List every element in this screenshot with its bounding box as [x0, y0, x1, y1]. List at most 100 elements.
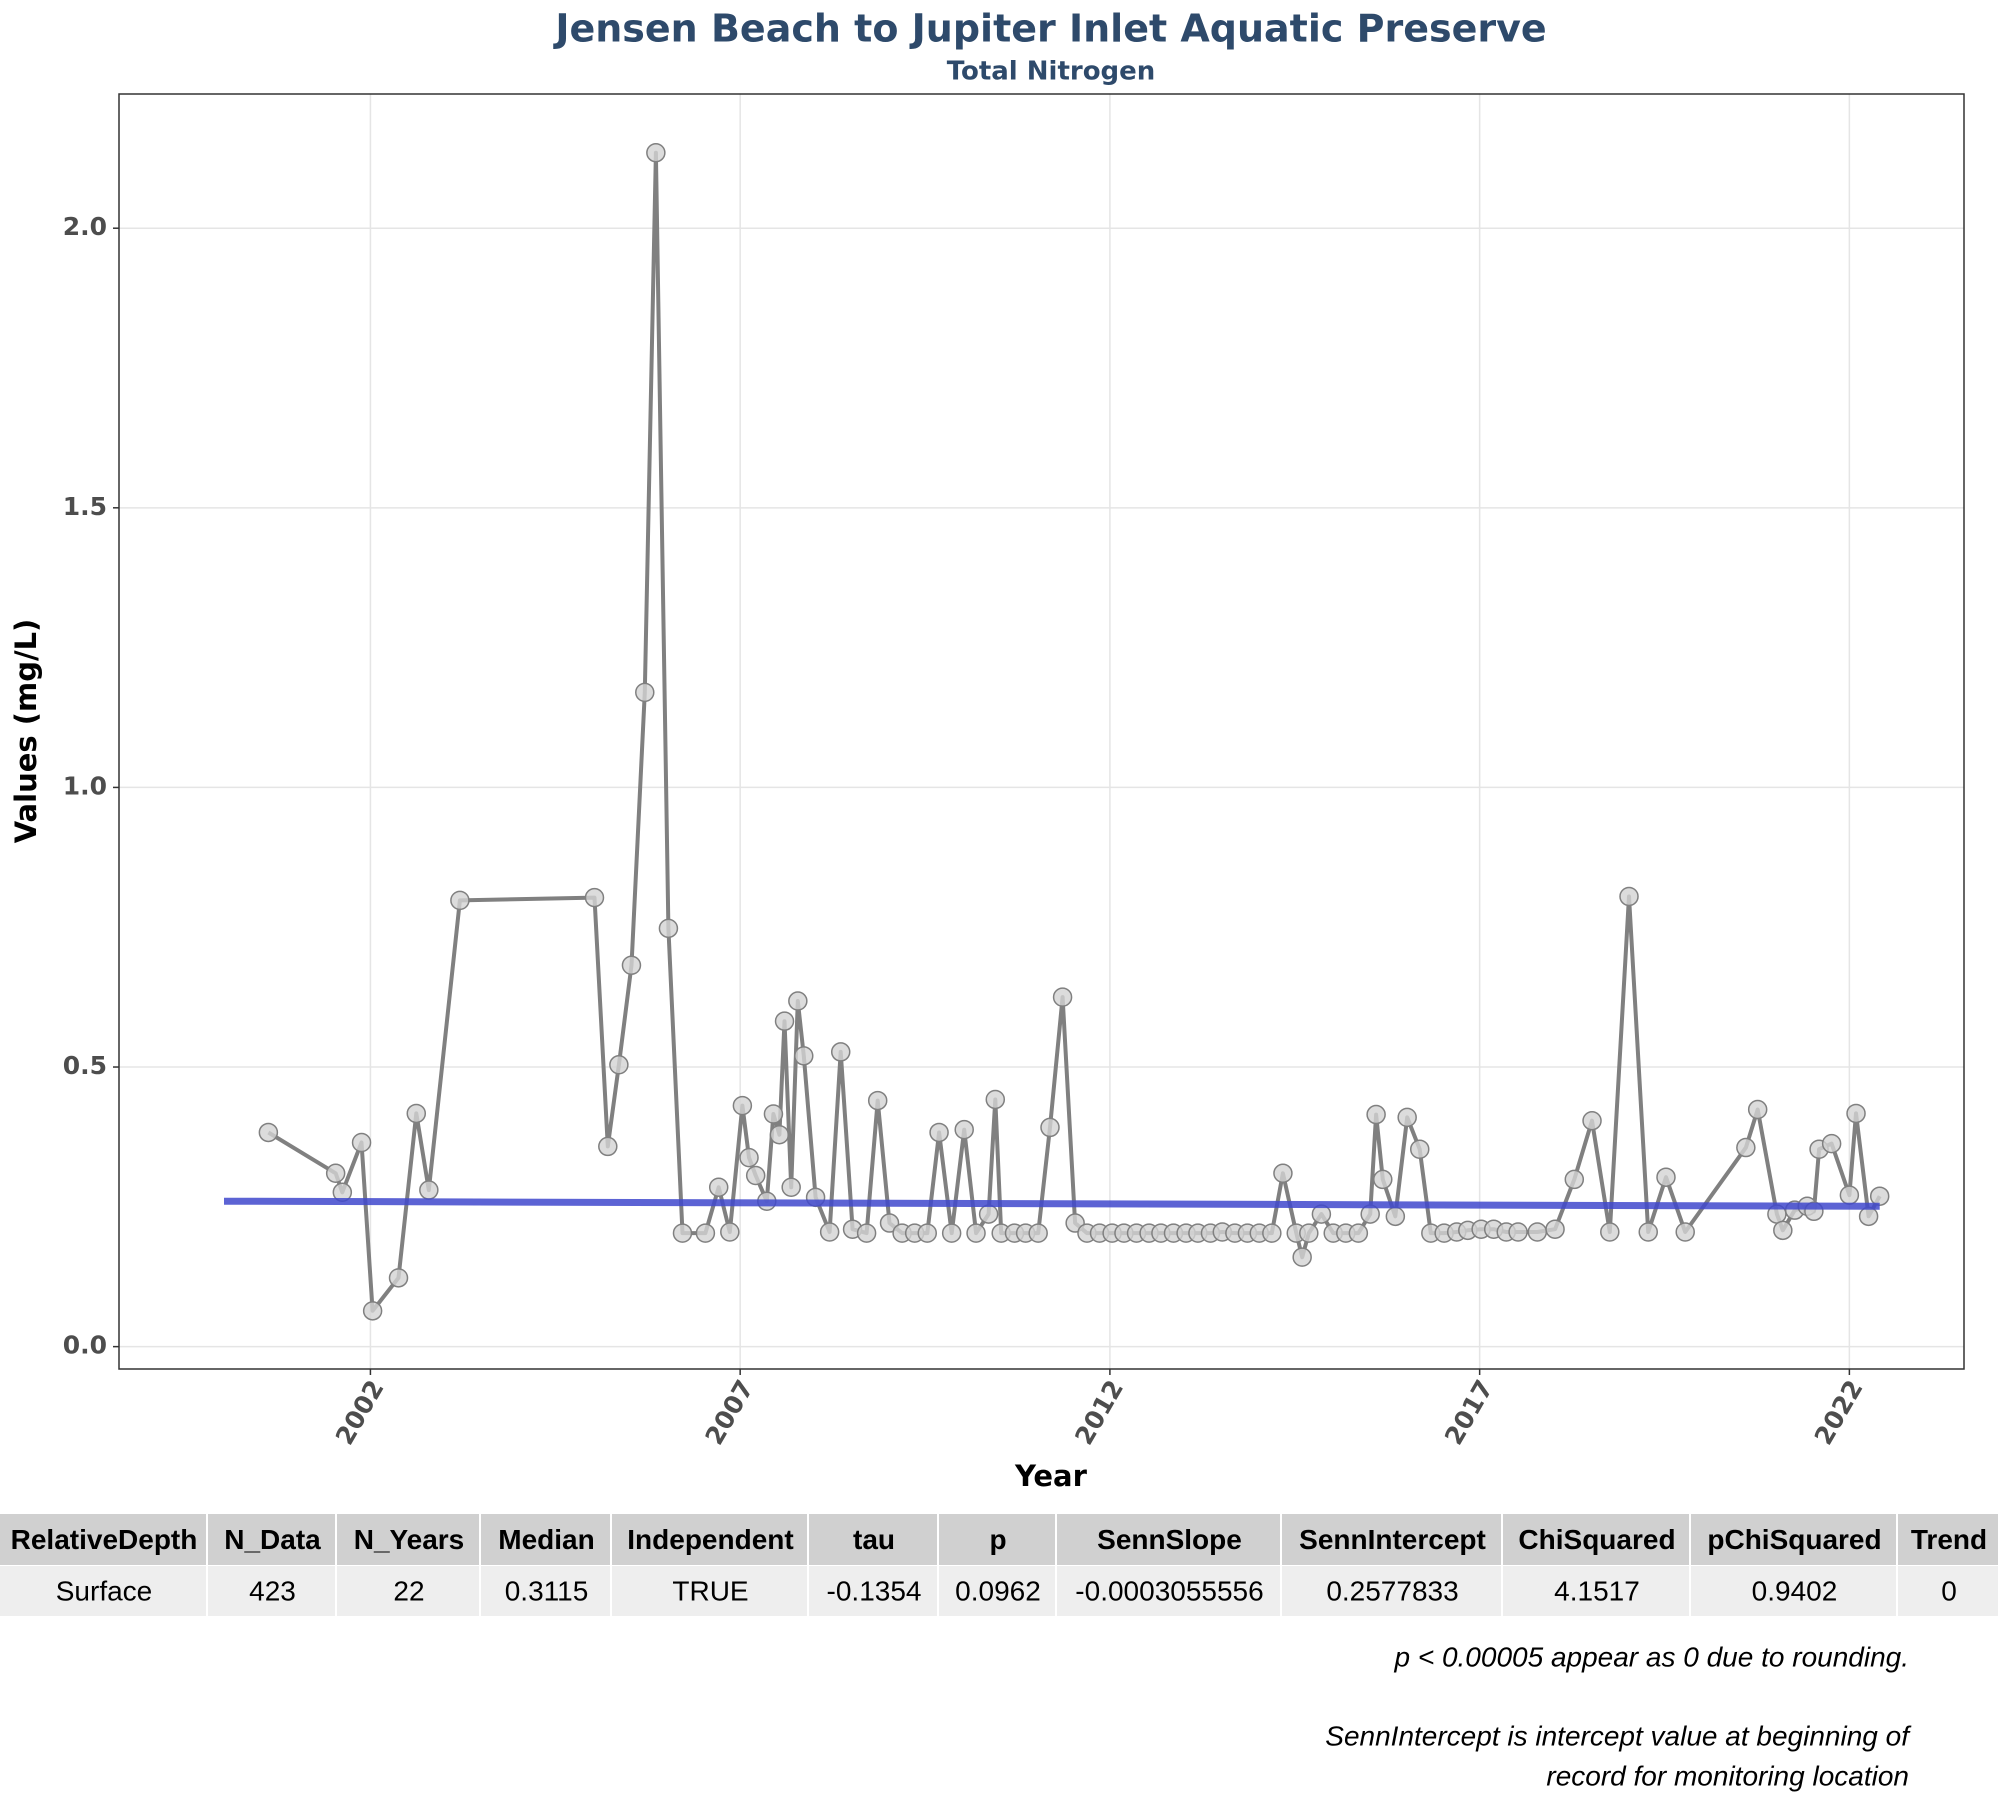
data-point	[1582, 1110, 1602, 1131]
data-point	[985, 1089, 1006, 1110]
data-point	[672, 1223, 693, 1243]
footnote: p < 0.00005 appear as 0 due to rounding.	[1393, 1641, 1909, 1672]
footnote: record for monitoring location	[1546, 1760, 1909, 1791]
data-point	[695, 1223, 716, 1243]
data-point	[1839, 1185, 1860, 1205]
data-point	[621, 955, 642, 975]
data-point	[745, 1165, 766, 1186]
table-cell	[939, 1566, 1055, 1616]
chart-subtitle: Total Nitrogen	[947, 57, 1156, 87]
table-header: tau	[853, 1524, 895, 1555]
table-header: N_Data	[224, 1524, 321, 1555]
table-cell	[809, 1566, 937, 1616]
table-value: -0.1354	[827, 1575, 922, 1606]
data-point	[362, 1301, 383, 1321]
table-header-cell	[337, 1514, 479, 1565]
table-value: 0.2577833	[1326, 1575, 1458, 1606]
table-cell	[1691, 1566, 1896, 1616]
y-tick-label: 1.5	[63, 492, 107, 521]
data-point	[720, 1222, 740, 1242]
data-point	[1366, 1104, 1386, 1125]
table-header: SennSlope	[1097, 1524, 1242, 1555]
data-point	[830, 1042, 851, 1062]
table-header: ChiSquared	[1518, 1524, 1675, 1555]
data-point	[794, 1046, 814, 1066]
data-point	[658, 918, 679, 939]
data-point	[941, 1223, 962, 1243]
data-point	[325, 1163, 346, 1184]
table-header-cell	[1503, 1514, 1689, 1565]
table-header-cell	[208, 1514, 335, 1565]
data-point	[763, 1104, 784, 1124]
data-point	[1545, 1219, 1565, 1239]
table-header: N_Years	[354, 1524, 465, 1555]
data-point	[1385, 1206, 1406, 1227]
table-value: 0.9402	[1752, 1575, 1838, 1606]
data-point	[1028, 1223, 1048, 1243]
data-point	[1397, 1107, 1417, 1128]
data-point	[1040, 1117, 1060, 1138]
table-cell	[612, 1566, 807, 1616]
data-point	[819, 1222, 840, 1242]
y-tick-label: 2.0	[63, 212, 107, 241]
table-header: Median	[498, 1524, 594, 1555]
data-point	[788, 991, 808, 1011]
data-point	[1846, 1103, 1866, 1124]
table-header: Trend	[1911, 1524, 1987, 1555]
data-point	[1273, 1163, 1293, 1184]
x-tick-label: 2022	[1809, 1375, 1869, 1450]
y-tick-label: 1.0	[63, 771, 107, 800]
table-header-cell	[809, 1514, 937, 1565]
table-value: 0.0962	[955, 1575, 1041, 1606]
y-tick-label: 0.5	[63, 1051, 107, 1080]
x-tick-label: 2017	[1439, 1375, 1499, 1450]
data-point	[867, 1090, 888, 1111]
y-tick-label: 0.0	[63, 1331, 107, 1360]
table-cell	[481, 1566, 610, 1616]
data-point	[1773, 1220, 1793, 1241]
data-point	[1373, 1169, 1393, 1190]
data-point	[739, 1147, 759, 1168]
data-point	[774, 1011, 795, 1031]
x-tick-label: 2012	[1069, 1375, 1129, 1450]
table-value: 0	[1941, 1575, 1957, 1606]
data-point	[1052, 987, 1073, 1007]
data-point	[1821, 1133, 1842, 1154]
data-point	[708, 1177, 729, 1198]
data-point	[635, 682, 655, 703]
table-cell	[208, 1566, 335, 1616]
data-point	[1638, 1222, 1658, 1242]
table-header-cell	[481, 1514, 610, 1565]
data-point	[1600, 1222, 1620, 1242]
data-point	[1292, 1247, 1312, 1267]
chart-title: Jensen Beach to Jupiter Inlet Aquatic Pr…	[552, 7, 1546, 51]
table-header: Independent	[627, 1524, 793, 1555]
data-point	[406, 1103, 427, 1124]
data-point	[917, 1223, 938, 1243]
data-point	[1736, 1137, 1756, 1158]
table-cell	[1282, 1566, 1501, 1616]
table-header-cell	[0, 1514, 206, 1565]
table-value: 4.1517	[1554, 1575, 1640, 1606]
table-header: pChiSquared	[1707, 1524, 1881, 1555]
trend-line	[223, 1197, 1880, 1210]
table-header-cell	[1691, 1514, 1896, 1565]
table-header: SennIntercept	[1299, 1524, 1486, 1555]
data-point	[419, 1180, 439, 1200]
data-point	[1527, 1222, 1548, 1242]
data-point	[1508, 1222, 1528, 1242]
table-cell	[1503, 1566, 1689, 1616]
data-point	[966, 1223, 986, 1243]
table-cell	[0, 1566, 206, 1616]
plot-border	[118, 93, 1965, 1370]
data-point	[351, 1132, 372, 1153]
table-header: p	[989, 1524, 1006, 1555]
data-point	[781, 1177, 801, 1198]
table-value: 423	[249, 1575, 296, 1606]
data-point	[1409, 1139, 1430, 1159]
data-point	[388, 1268, 409, 1288]
table-cell	[1057, 1566, 1280, 1616]
footnote: SennIntercept is intercept value at begi…	[1325, 1720, 1912, 1751]
